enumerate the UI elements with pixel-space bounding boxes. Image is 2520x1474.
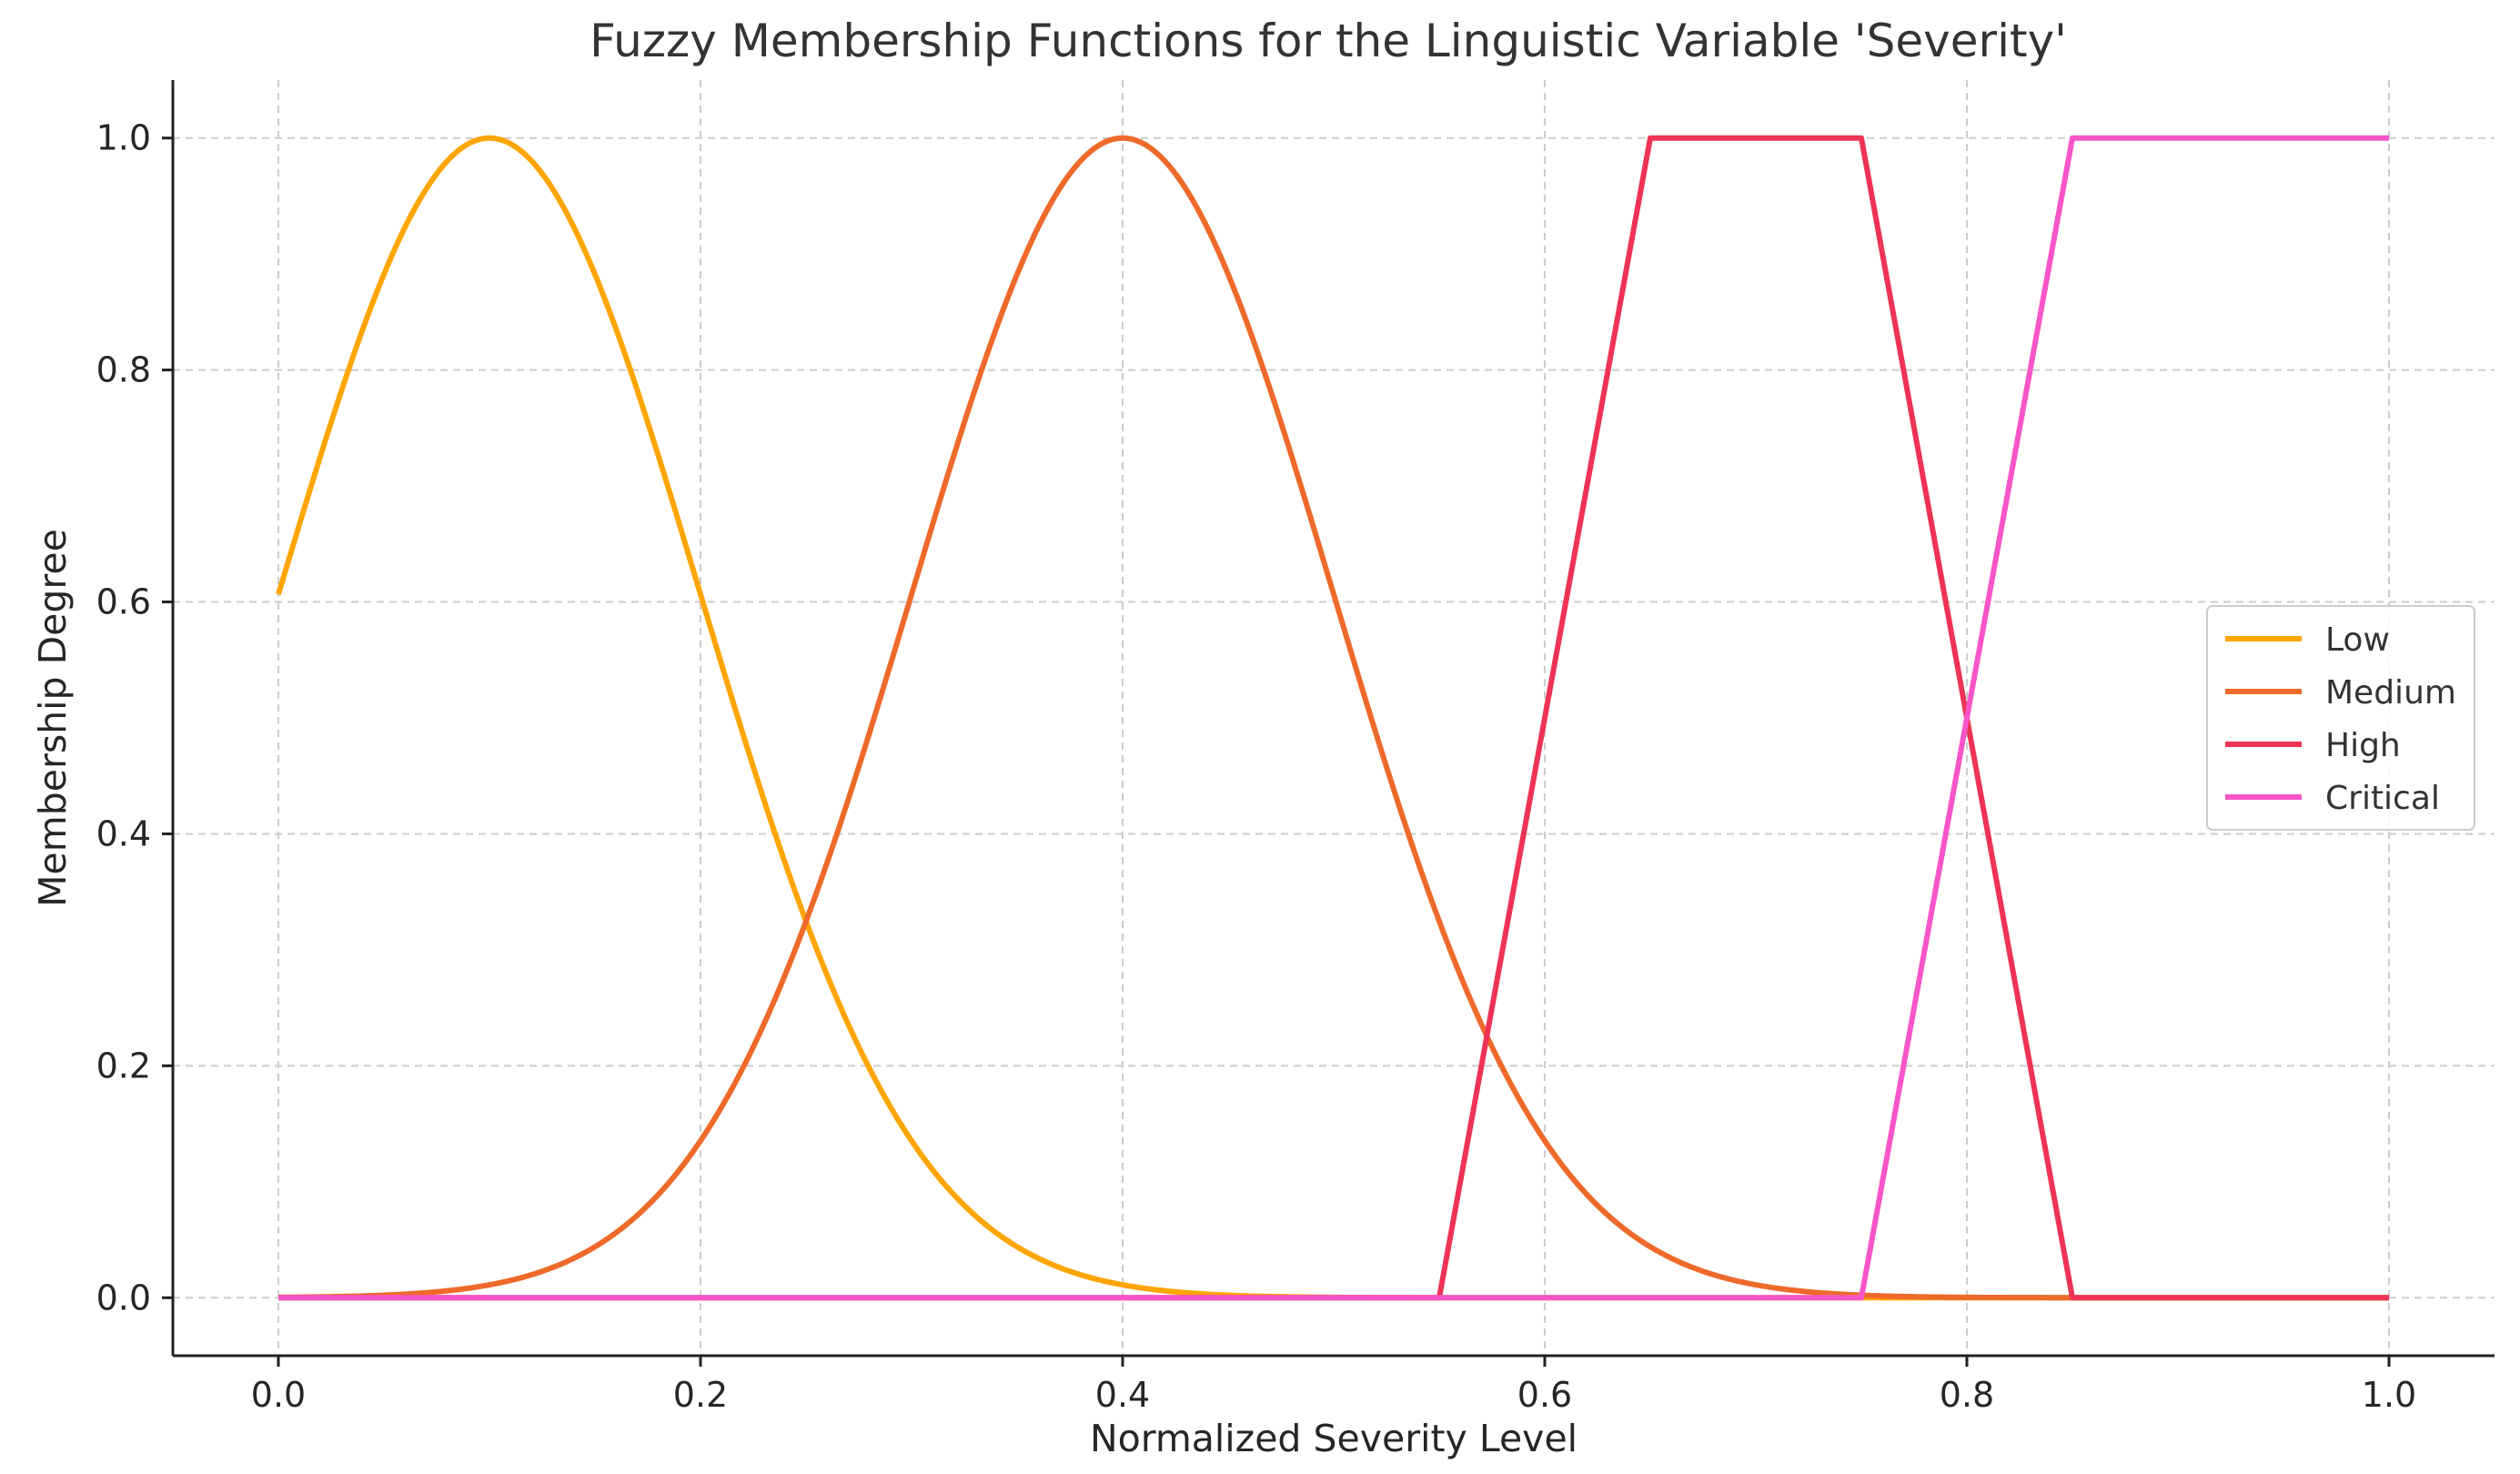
legend-frame xyxy=(2206,605,2475,831)
x-tick-label: 0.4 xyxy=(1095,1375,1150,1415)
y-ticks: 0.0 0.2 0.4 0.6 0.8 1.0 xyxy=(96,118,173,1318)
x-tick-label: 0.0 xyxy=(251,1375,306,1415)
legend-label-critical: Critical xyxy=(2325,780,2440,817)
chart-title: Fuzzy Membership Functions for the Lingu… xyxy=(590,15,2067,67)
legend-label-low: Low xyxy=(2325,621,2390,659)
y-tick-label: 0.8 xyxy=(96,350,151,390)
y-tick-label: 1.0 xyxy=(96,118,151,158)
legend-label-high: High xyxy=(2325,727,2401,764)
series-line-medium xyxy=(277,135,2390,1301)
series-line-critical xyxy=(277,135,2390,1301)
legend: Low Medium High Critical xyxy=(2206,605,2475,831)
y-tick-label: 0.2 xyxy=(96,1045,151,1085)
legend-label-medium: Medium xyxy=(2325,674,2456,712)
x-tick-label: 0.8 xyxy=(1940,1375,1994,1415)
x-tick-label: 0.2 xyxy=(673,1375,728,1415)
x-ticks: 0.0 0.2 0.4 0.6 0.8 1.0 xyxy=(251,1356,2416,1415)
x-axis-label: Normalized Severity Level xyxy=(1090,1417,1578,1460)
axes xyxy=(171,80,2495,1358)
y-tick-label: 0.4 xyxy=(96,813,151,853)
y-tick-label: 0.0 xyxy=(96,1277,151,1318)
x-tick-label: 1.0 xyxy=(2362,1375,2416,1415)
series-lines xyxy=(276,135,2390,1301)
x-tick-label: 0.6 xyxy=(1517,1375,1572,1415)
y-axis-label: Membership Degree xyxy=(31,529,75,907)
y-tick-label: 0.6 xyxy=(96,582,151,622)
